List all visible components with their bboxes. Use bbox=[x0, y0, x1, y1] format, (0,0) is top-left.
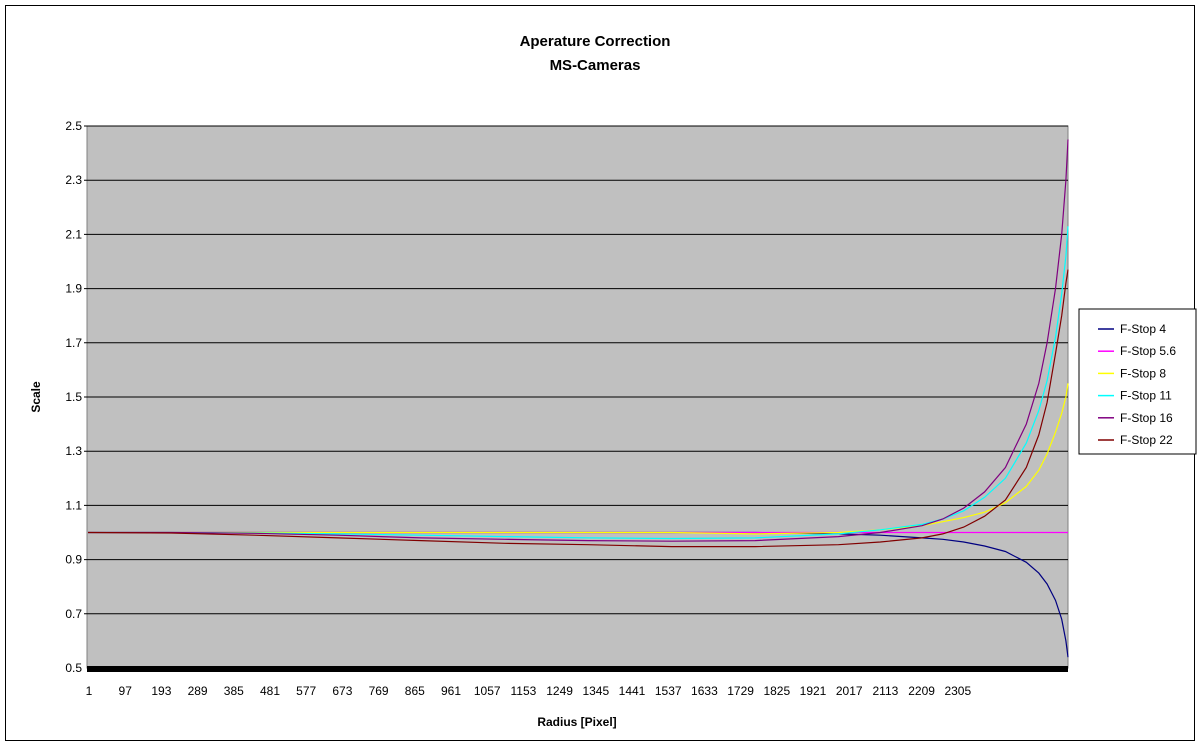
y-tick-label: 2.5 bbox=[65, 119, 82, 133]
x-axis-bar bbox=[87, 666, 1068, 672]
y-tick-label: 1.3 bbox=[65, 444, 82, 458]
x-tick-label: 1 bbox=[86, 684, 93, 698]
x-tick-label: 289 bbox=[188, 684, 208, 698]
x-tick-label: 865 bbox=[405, 684, 425, 698]
y-tick-label: 0.7 bbox=[65, 607, 82, 621]
y-tick-labels: 0.5 0.7 0.9 1.1 1.3 1.5 1.7 1.9 2.1 2.3 2.5 bbox=[65, 119, 82, 675]
x-tick-label: 1729 bbox=[727, 684, 754, 698]
x-tick-label: 385 bbox=[224, 684, 244, 698]
x-tick-label: 1825 bbox=[763, 684, 790, 698]
legend-label: F-Stop 11 bbox=[1120, 389, 1172, 403]
y-tick-label: 1.1 bbox=[65, 498, 82, 512]
x-tick-label: 1633 bbox=[691, 684, 718, 698]
x-tick-label: 1249 bbox=[546, 684, 573, 698]
gridlines bbox=[84, 125, 1068, 615]
legend: F-Stop 4 F-Stop 5.6 F-Stop 8 F-Stop 11 F-Sto… bbox=[1078, 308, 1197, 455]
x-tick-label: 2209 bbox=[908, 684, 935, 698]
x-tick-label: 2305 bbox=[944, 684, 971, 698]
chart-title: Aperature Correction bbox=[520, 33, 671, 50]
y-tick-label: 0.9 bbox=[65, 553, 82, 567]
x-tick-label: 1537 bbox=[655, 684, 682, 698]
series-line bbox=[88, 139, 1069, 542]
x-tick-label: 961 bbox=[441, 684, 461, 698]
x-tick-labels: 1 97 193 289 385 481 577 673 769 865 961 1057 1153 12… bbox=[86, 684, 972, 698]
x-tick-label: 1057 bbox=[474, 684, 501, 698]
x-tick-label: 193 bbox=[151, 684, 171, 698]
legend-label: F-Stop 16 bbox=[1120, 411, 1173, 425]
x-tick-label: 481 bbox=[260, 684, 280, 698]
x-tick-label: 97 bbox=[119, 684, 133, 698]
x-tick-label: 1441 bbox=[619, 684, 646, 698]
x-tick-label: 1345 bbox=[582, 684, 609, 698]
y-tick-label: 1.5 bbox=[65, 390, 82, 404]
legend-label: F-Stop 5.6 bbox=[1120, 344, 1176, 358]
y-tick-label: 1.9 bbox=[65, 282, 82, 296]
y-axis-label: Scale bbox=[29, 381, 43, 413]
legend-label: F-Stop 22 bbox=[1120, 433, 1173, 447]
x-tick-label: 1921 bbox=[800, 684, 827, 698]
y-tick-label: 0.5 bbox=[65, 661, 82, 675]
legend-label: F-Stop 4 bbox=[1120, 322, 1166, 336]
x-tick-label: 1153 bbox=[510, 684, 536, 698]
y-tick-label: 2.3 bbox=[65, 173, 82, 187]
series-line bbox=[87, 269, 1069, 548]
legend-box bbox=[1078, 308, 1197, 455]
series-line bbox=[88, 226, 1069, 540]
x-axis-label: Radius [Pixel] bbox=[537, 715, 616, 729]
y-tick-label: 2.1 bbox=[65, 227, 82, 241]
x-tick-label: 673 bbox=[332, 684, 352, 698]
legend-label: F-Stop 8 bbox=[1120, 366, 1166, 380]
x-tick-label: 577 bbox=[296, 684, 316, 698]
x-tick-label: 2017 bbox=[836, 684, 863, 698]
x-tick-label: 769 bbox=[369, 684, 389, 698]
y-tick-label: 1.7 bbox=[65, 336, 82, 350]
x-tick-label: 2113 bbox=[872, 684, 898, 698]
series-lines bbox=[87, 139, 1069, 658]
chart-subtitle: MS-Cameras bbox=[550, 57, 641, 74]
